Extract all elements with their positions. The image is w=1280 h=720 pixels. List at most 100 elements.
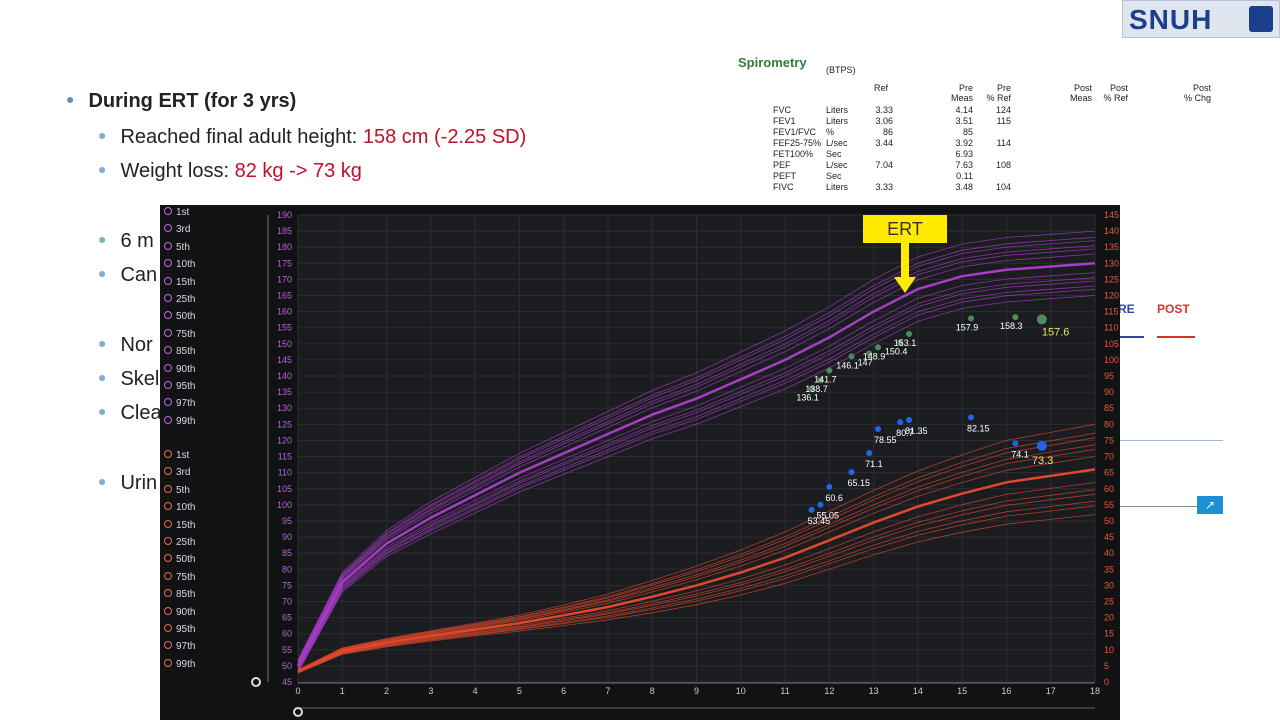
height-data-point xyxy=(817,377,824,384)
left-axis-tick-label: 80 xyxy=(282,564,292,574)
weight-percentile-item[interactable]: 25th xyxy=(164,537,195,548)
spirometry-cell: FEV1 xyxy=(773,116,796,126)
legend-pre-line xyxy=(1118,336,1144,338)
height-percentile-item[interactable]: 3rd xyxy=(164,224,190,235)
weight-percentile-item[interactable]: 95th xyxy=(164,624,195,635)
bullet-frag-1: ● 6 m xyxy=(98,230,154,252)
spirometry-table: Spirometry (BTPS) Ref Pre Meas Pre % Ref Po… xyxy=(738,55,1218,205)
spirometry-cell: 108 xyxy=(995,160,1011,170)
right-axis-tick-label: 105 xyxy=(1104,339,1119,349)
legend-pre-fragment: RE xyxy=(1118,302,1135,316)
spirometry-cell: 4.14 xyxy=(955,105,973,115)
weight-percentile-item[interactable]: 10th xyxy=(164,502,195,513)
right-axis-tick-label: 75 xyxy=(1104,435,1114,445)
expand-icon[interactable]: ↗ xyxy=(1197,496,1223,514)
weight-percentile-item[interactable]: 15th xyxy=(164,519,195,531)
spirometry-cell: 3.48 xyxy=(955,182,973,192)
height-percentile-curve xyxy=(297,240,1096,662)
height-percentile-item[interactable]: 15th xyxy=(164,276,195,288)
right-axis-tick-label: 110 xyxy=(1104,323,1118,333)
spirometry-cell: 86 xyxy=(882,127,893,137)
spirometry-cell: 3.33 xyxy=(875,182,893,192)
weight-percentile-curve xyxy=(297,505,1096,674)
weight-percentile-item[interactable]: 5th xyxy=(164,484,190,496)
height-percentile-item[interactable]: 10th xyxy=(164,259,195,270)
right-axis-tick-label: 140 xyxy=(1104,226,1119,236)
right-axis-tick-label: 100 xyxy=(1104,355,1119,365)
height-data-label: 153.1 xyxy=(894,338,917,348)
height-data-point xyxy=(826,367,833,374)
weight-percentile-curve xyxy=(297,432,1096,671)
height-percentile-item[interactable]: 50th xyxy=(164,311,195,322)
weight-data-point xyxy=(808,506,815,513)
weight-data-point xyxy=(1036,440,1047,451)
weight-data-label: 53.45 xyxy=(808,516,831,526)
right-axis-tick-label: 25 xyxy=(1104,596,1114,606)
weight-percentile-curve xyxy=(297,437,1096,671)
fragment-slider xyxy=(1120,506,1200,507)
right-axis-tick-label: 55 xyxy=(1104,500,1114,510)
legend-post-line xyxy=(1157,336,1195,338)
right-axis-tick-label: 5 xyxy=(1104,661,1109,671)
x-axis-tick-label: 6 xyxy=(561,686,566,696)
height-percentile-item[interactable]: 99th xyxy=(164,415,195,427)
right-axis-tick-label: 95 xyxy=(1104,371,1114,381)
left-axis-tick-label: 45 xyxy=(282,677,292,687)
weight-percentile-item[interactable]: 85th xyxy=(164,589,195,600)
spirometry-cell: 104 xyxy=(995,182,1011,192)
weight-percentile-item[interactable]: 50th xyxy=(164,554,195,565)
right-axis-tick-label: 120 xyxy=(1104,291,1119,301)
weight-percentile-item[interactable]: 90th xyxy=(164,606,195,618)
right-axis-tick-label: 50 xyxy=(1104,516,1114,526)
left-axis-tick-label: 60 xyxy=(282,629,292,639)
right-axis-tick-label: 130 xyxy=(1104,258,1119,268)
spirometry-cell: FET100% xyxy=(773,149,814,159)
spirometry-cell: 3.92 xyxy=(955,138,973,148)
weight-percentile-item[interactable]: 3rd xyxy=(164,467,190,478)
x-axis-tick-label: 15 xyxy=(957,686,967,696)
left-axis-tick-label: 55 xyxy=(282,645,292,655)
weight-data-point xyxy=(817,501,824,508)
spirometry-cell: FEV1/FVC xyxy=(773,127,817,137)
bullet-weight-loss: ● Weight loss: 82 kg -> 73 kg xyxy=(98,160,362,182)
right-axis-tick-label: 145 xyxy=(1104,210,1119,220)
left-axis-tick-label: 190 xyxy=(277,210,292,220)
height-percentile-item[interactable]: 75th xyxy=(164,328,195,340)
height-percentile-item[interactable]: 95th xyxy=(164,381,195,392)
right-axis-tick-label: 70 xyxy=(1104,452,1114,462)
height-data-label: 147 xyxy=(858,357,873,367)
left-axis-tick-label: 175 xyxy=(277,258,292,268)
left-axis-tick-label: 50 xyxy=(282,661,292,671)
right-axis-tick-label: 35 xyxy=(1104,564,1114,574)
right-axis-tick-label: 20 xyxy=(1104,613,1114,623)
weight-percentile-item[interactable]: 1st xyxy=(164,450,189,461)
weight-percentile-item[interactable]: 97th xyxy=(164,641,195,652)
height-percentile-item[interactable]: 25th xyxy=(164,294,195,305)
weight-percentile-curve xyxy=(297,448,1096,672)
height-percentile-item[interactable]: 90th xyxy=(164,363,195,375)
height-percentile-item[interactable]: 1st xyxy=(164,207,189,218)
spirometry-header-2: Pre % Ref xyxy=(986,83,1011,103)
height-data-label: 157.9 xyxy=(956,322,979,332)
bullet-final-height: ● Reached final adult height: 158 cm (-2.… xyxy=(98,126,527,148)
weight-percentile-item[interactable]: 99th xyxy=(164,658,195,670)
height-percentile-item[interactable]: 97th xyxy=(164,398,195,409)
left-axis-tick-label: 180 xyxy=(277,242,292,252)
height-data-label: 148.9 xyxy=(863,351,886,361)
spirometry-cell: 7.04 xyxy=(875,160,893,170)
x-axis-tick-label: 7 xyxy=(605,686,610,696)
weight-data-label: 55.05 xyxy=(816,511,839,521)
height-percentile-item[interactable]: 5th xyxy=(164,241,190,253)
spirometry-header-4: Post % Ref xyxy=(1103,83,1128,103)
height-percentile-item[interactable]: 85th xyxy=(164,346,195,357)
x-axis-tick-label: 11 xyxy=(780,686,789,696)
x-axis-tick-label: 4 xyxy=(473,686,478,696)
spirometry-cell: PEFT xyxy=(773,171,797,181)
weight-percentile-item[interactable]: 75th xyxy=(164,571,195,583)
ert-marker-label: ERT xyxy=(863,215,947,243)
weight-percentile-curve xyxy=(297,493,1096,673)
weight-data-label: 73.3 xyxy=(1032,455,1053,467)
x-axis-tick-label: 18 xyxy=(1090,686,1100,696)
fragment-line xyxy=(1120,440,1223,441)
height-data-label: 138.7 xyxy=(805,384,828,394)
